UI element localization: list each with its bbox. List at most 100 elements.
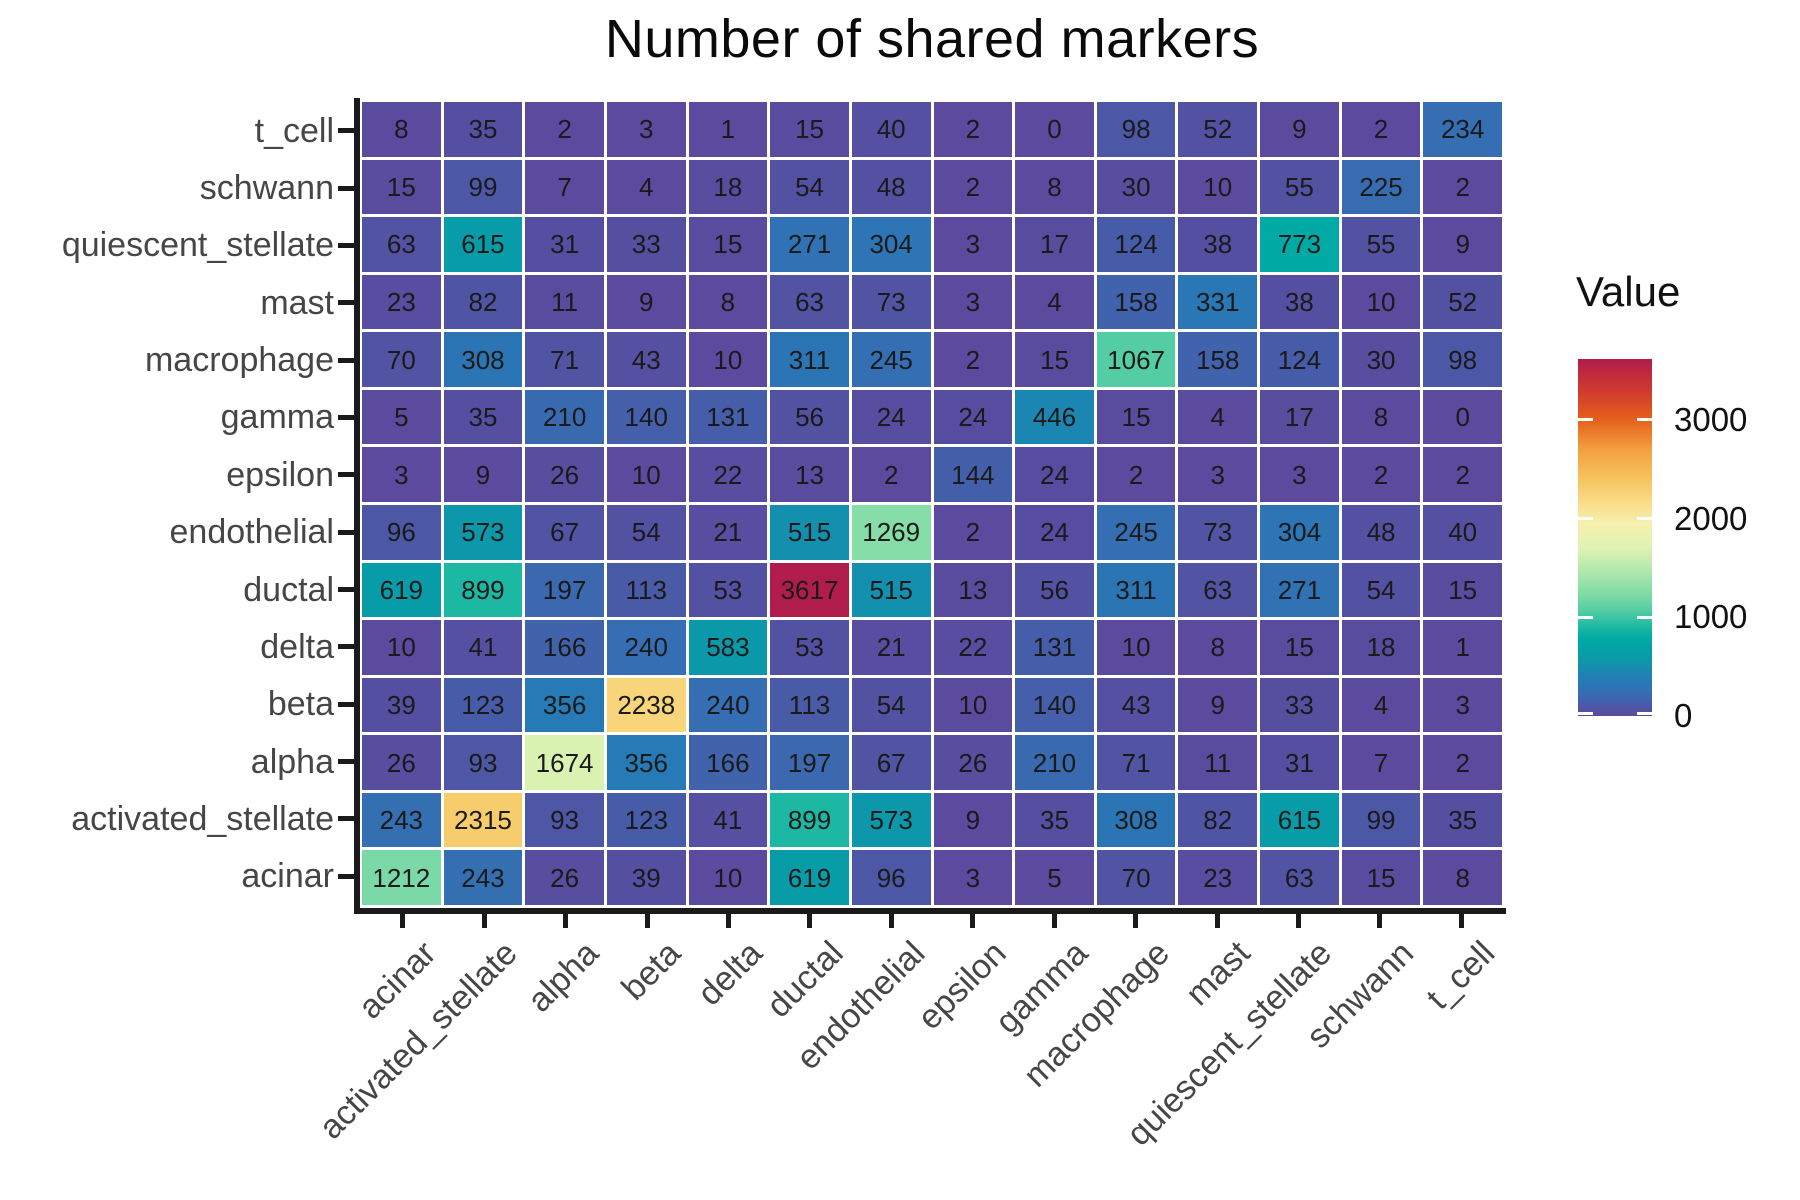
y-axis-tick bbox=[338, 185, 354, 191]
y-axis-label: epsilon bbox=[226, 455, 334, 494]
heatmap-cell: 308 bbox=[443, 332, 523, 387]
heatmap-cell: 9 bbox=[1178, 677, 1258, 733]
heatmap-cell: 22 bbox=[933, 620, 1013, 675]
heatmap-cell: 311 bbox=[1096, 562, 1176, 618]
heatmap-cell: 15 bbox=[362, 159, 441, 215]
heatmap-cell: 140 bbox=[1015, 677, 1094, 733]
heatmap-cell: 243 bbox=[443, 850, 523, 905]
heatmap-cell: 96 bbox=[851, 850, 931, 905]
y-axis-label: gamma bbox=[220, 398, 334, 437]
heatmap-cell: 9 bbox=[443, 447, 523, 502]
legend-tick-mark bbox=[1637, 517, 1652, 521]
x-axis-ticks bbox=[362, 914, 1502, 930]
heatmap-cell: 2 bbox=[851, 447, 931, 502]
heatmap-cell: 18 bbox=[688, 159, 768, 215]
heatmap-cell: 96 bbox=[362, 505, 441, 560]
x-axis-label: t_cell bbox=[1419, 934, 1503, 1017]
heatmap-cell: 33 bbox=[1260, 677, 1339, 733]
y-axis-label: delta bbox=[260, 627, 334, 666]
heatmap-cell: 124 bbox=[1096, 217, 1176, 272]
y-axis-line bbox=[354, 98, 360, 914]
heatmap-cell: 271 bbox=[770, 217, 849, 272]
y-axis-label: macrophage bbox=[144, 341, 334, 380]
heatmap-cell: 4 bbox=[1015, 274, 1094, 330]
heatmap-cell: 2 bbox=[1341, 447, 1421, 502]
heatmap-cell: 0 bbox=[1015, 102, 1094, 157]
heatmap-cell: 1 bbox=[1423, 620, 1502, 675]
y-axis-label: t_cell bbox=[254, 111, 334, 150]
heatmap-cell: 899 bbox=[443, 562, 523, 618]
heatmap-cell: 4 bbox=[606, 159, 686, 215]
heatmap-cell: 210 bbox=[1015, 735, 1094, 790]
heatmap-cell: 356 bbox=[606, 735, 686, 790]
heatmap-cell: 23 bbox=[1178, 850, 1258, 905]
heatmap-cell: 55 bbox=[1341, 217, 1421, 272]
heatmap-cell: 26 bbox=[933, 735, 1013, 790]
heatmap-cell: 8 bbox=[1341, 389, 1421, 445]
x-axis-label: activated_stellate bbox=[312, 934, 526, 1147]
heatmap-cell: 4 bbox=[1341, 677, 1421, 733]
heatmap-cell: 67 bbox=[525, 505, 604, 560]
legend-tick-mark bbox=[1578, 517, 1593, 521]
legend-tick-labels: 0 1000 2000 3000 bbox=[1674, 359, 1800, 733]
x-axis-label: macrophage bbox=[1015, 934, 1177, 1095]
heatmap-cell: 10 bbox=[1178, 159, 1258, 215]
x-axis-label: beta bbox=[614, 934, 688, 1008]
heatmap-cell: 8 bbox=[362, 102, 441, 157]
heatmap-cell: 24 bbox=[1015, 447, 1094, 502]
x-axis-tick bbox=[888, 914, 894, 928]
y-axis-label: endothelial bbox=[169, 513, 334, 552]
heatmap-cell: 63 bbox=[362, 217, 441, 272]
y-axis-label: quiescent_stellate bbox=[61, 226, 334, 265]
x-axis-tick bbox=[1133, 914, 1139, 928]
heatmap-cell: 356 bbox=[525, 677, 604, 733]
heatmap-cell: 33 bbox=[606, 217, 686, 272]
heatmap-cell: 54 bbox=[1341, 562, 1421, 618]
heatmap-cell: 131 bbox=[1015, 620, 1094, 675]
heatmap-cell: 11 bbox=[1178, 735, 1258, 790]
heatmap-cell: 43 bbox=[606, 332, 686, 387]
heatmap-cell: 113 bbox=[606, 562, 686, 618]
heatmap-cell: 515 bbox=[770, 505, 849, 560]
heatmap-cell: 2 bbox=[1096, 447, 1176, 502]
heatmap-cell: 1212 bbox=[362, 850, 441, 905]
chart-title: Number of shared markers bbox=[604, 9, 1260, 69]
y-axis-labels: t_cell schwann quiescent_stellate mast macro… bbox=[0, 102, 334, 905]
heatmap-cell: 1067 bbox=[1096, 332, 1176, 387]
heatmap-cell: 43 bbox=[1096, 677, 1176, 733]
y-axis-label: ductal bbox=[243, 570, 334, 609]
heatmap-cell: 63 bbox=[1178, 562, 1258, 618]
heatmap-cell: 56 bbox=[770, 389, 849, 445]
heatmap-cell: 53 bbox=[770, 620, 849, 675]
heatmap-cell: 99 bbox=[443, 159, 523, 215]
heatmap-cell: 13 bbox=[933, 562, 1013, 618]
x-axis-label: acinar bbox=[351, 934, 444, 1027]
x-axis-tick bbox=[1051, 914, 1057, 928]
heatmap-cell: 39 bbox=[362, 677, 441, 733]
heatmap-cell: 8 bbox=[1178, 620, 1258, 675]
heatmap-cell: 71 bbox=[525, 332, 604, 387]
heatmap-cell: 245 bbox=[1096, 505, 1176, 560]
heatmap-cell: 131 bbox=[688, 389, 768, 445]
x-axis-tick bbox=[1295, 914, 1301, 928]
heatmap-grid: 8 35 2 3 1 15 40 2 0 98 52 9 2 234 15 99 7 4 18 54 48 2 8 30 10 5… bbox=[362, 102, 1502, 905]
heatmap-cell: 573 bbox=[443, 505, 523, 560]
heatmap-cell: 23 bbox=[362, 274, 441, 330]
heatmap-cell: 26 bbox=[362, 735, 441, 790]
heatmap-cell: 10 bbox=[688, 850, 768, 905]
x-axis-label: alpha bbox=[520, 934, 607, 1020]
heatmap-cell: 41 bbox=[688, 792, 768, 848]
heatmap-cell: 40 bbox=[1423, 505, 1502, 560]
heatmap-cell: 26 bbox=[525, 850, 604, 905]
heatmap-cell: 73 bbox=[1178, 505, 1258, 560]
heatmap-cell: 15 bbox=[1015, 332, 1094, 387]
heatmap-cell: 21 bbox=[688, 505, 768, 560]
x-axis-tick bbox=[807, 914, 813, 928]
heatmap-cell: 38 bbox=[1260, 274, 1339, 330]
heatmap-cell: 615 bbox=[1260, 792, 1339, 848]
heatmap-cell: 9 bbox=[933, 792, 1013, 848]
heatmap-cell: 2 bbox=[1423, 735, 1502, 790]
heatmap-cell: 3 bbox=[362, 447, 441, 502]
heatmap-cell: 15 bbox=[1341, 850, 1421, 905]
